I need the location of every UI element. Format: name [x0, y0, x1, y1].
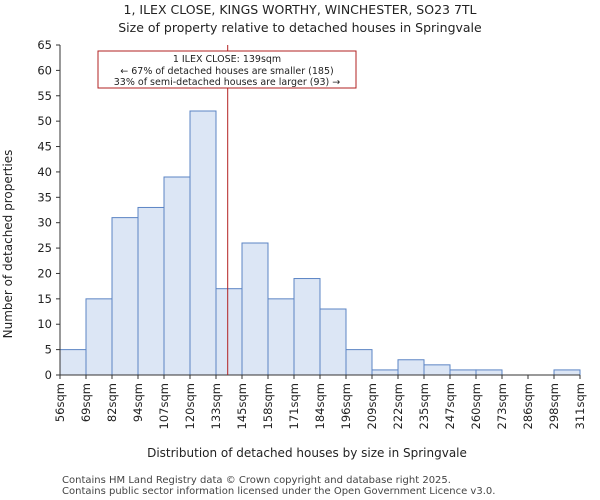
bar-260sqm: [475, 369, 503, 376]
bar-120sqm: [189, 110, 217, 376]
y-tick-label: 50: [37, 114, 52, 128]
bar-235sqm: [423, 364, 451, 376]
bar-133sqm: [215, 288, 243, 376]
bar-145sqm: [241, 242, 269, 376]
y-axis: 0 5 10 15 20 25 30 35 40 45 50 55 60 65: [37, 38, 60, 382]
y-tick-label: 40: [37, 165, 52, 179]
bar-222sqm: [397, 359, 425, 376]
bar-171sqm: [293, 278, 321, 376]
x-tick-label: 235sqm: [417, 383, 431, 429]
x-axis: 56sqm 69sqm 82sqm 94sqm 107sqm 120sqm 133sqm 14…: [53, 375, 587, 429]
annotation-box: [97, 50, 357, 89]
chart-title-line2: Size of property relative to detached ho…: [118, 20, 482, 35]
x-tick-label: 145sqm: [235, 383, 249, 429]
x-tick-label: 184sqm: [313, 383, 327, 429]
x-tick-label: 298sqm: [547, 383, 561, 429]
x-tick-label: 311sqm: [573, 383, 587, 429]
y-tick-label: 30: [37, 216, 52, 230]
chart-title-line1: 1, ILEX CLOSE, KINGS WORTHY, WINCHESTER,…: [124, 2, 477, 17]
x-tick-label: 247sqm: [443, 383, 457, 429]
y-tick-label: 10: [37, 317, 52, 331]
x-tick-label: 171sqm: [287, 383, 301, 429]
bar-82sqm: [111, 217, 139, 376]
bar-298sqm: [553, 369, 581, 376]
bar-209sqm: [371, 369, 399, 376]
y-tick-label: 25: [37, 241, 52, 255]
bar-69sqm: [85, 298, 113, 376]
x-tick-label: 196sqm: [339, 383, 353, 429]
x-tick-label: 133sqm: [209, 383, 223, 429]
annotation-line3: 33% of semi-detached houses are larger (…: [114, 77, 341, 88]
bar-107sqm: [163, 176, 191, 376]
x-tick-label: 56sqm: [53, 383, 67, 422]
y-tick-label: 5: [45, 343, 52, 357]
x-tick-label: 107sqm: [157, 383, 171, 429]
bar-184sqm: [319, 308, 347, 376]
x-tick-label: 260sqm: [469, 383, 483, 429]
bar-196sqm: [345, 349, 373, 376]
y-tick-label: 35: [37, 190, 52, 204]
x-tick-label: 222sqm: [391, 383, 405, 429]
y-tick-label: 65: [37, 38, 52, 52]
y-axis-label: Number of detached properties: [1, 150, 15, 339]
y-tick-label: 55: [37, 89, 52, 103]
x-axis-label: Distribution of detached houses by size …: [147, 446, 467, 460]
y-tick-label: 20: [37, 266, 52, 280]
x-tick-label: 82sqm: [105, 383, 119, 422]
x-tick-label: 69sqm: [79, 383, 93, 422]
x-tick-label: 209sqm: [365, 383, 379, 429]
y-tick-label: 0: [45, 368, 52, 382]
x-tick-label: 158sqm: [261, 383, 275, 429]
bars: [59, 110, 581, 376]
bar-94sqm: [137, 206, 165, 376]
bar-158sqm: [267, 298, 295, 376]
x-tick-label: 286sqm: [521, 383, 535, 429]
y-tick-label: 45: [37, 140, 52, 154]
bar-247sqm: [449, 369, 477, 376]
footer-line2: Contains public sector information licen…: [62, 486, 495, 497]
y-tick-label: 60: [37, 63, 52, 77]
bar-56sqm: [59, 349, 87, 376]
annotation-line1: 1 ILEX CLOSE: 139sqm: [173, 54, 281, 65]
y-tick-label: 15: [37, 292, 52, 306]
x-tick-label: 94sqm: [131, 383, 145, 422]
footer-line1: Contains HM Land Registry data © Crown c…: [62, 475, 451, 486]
x-tick-label: 273sqm: [495, 383, 509, 429]
x-tick-label: 120sqm: [183, 383, 197, 429]
annotation-line2: ← 67% of detached houses are smaller (18…: [120, 66, 333, 77]
